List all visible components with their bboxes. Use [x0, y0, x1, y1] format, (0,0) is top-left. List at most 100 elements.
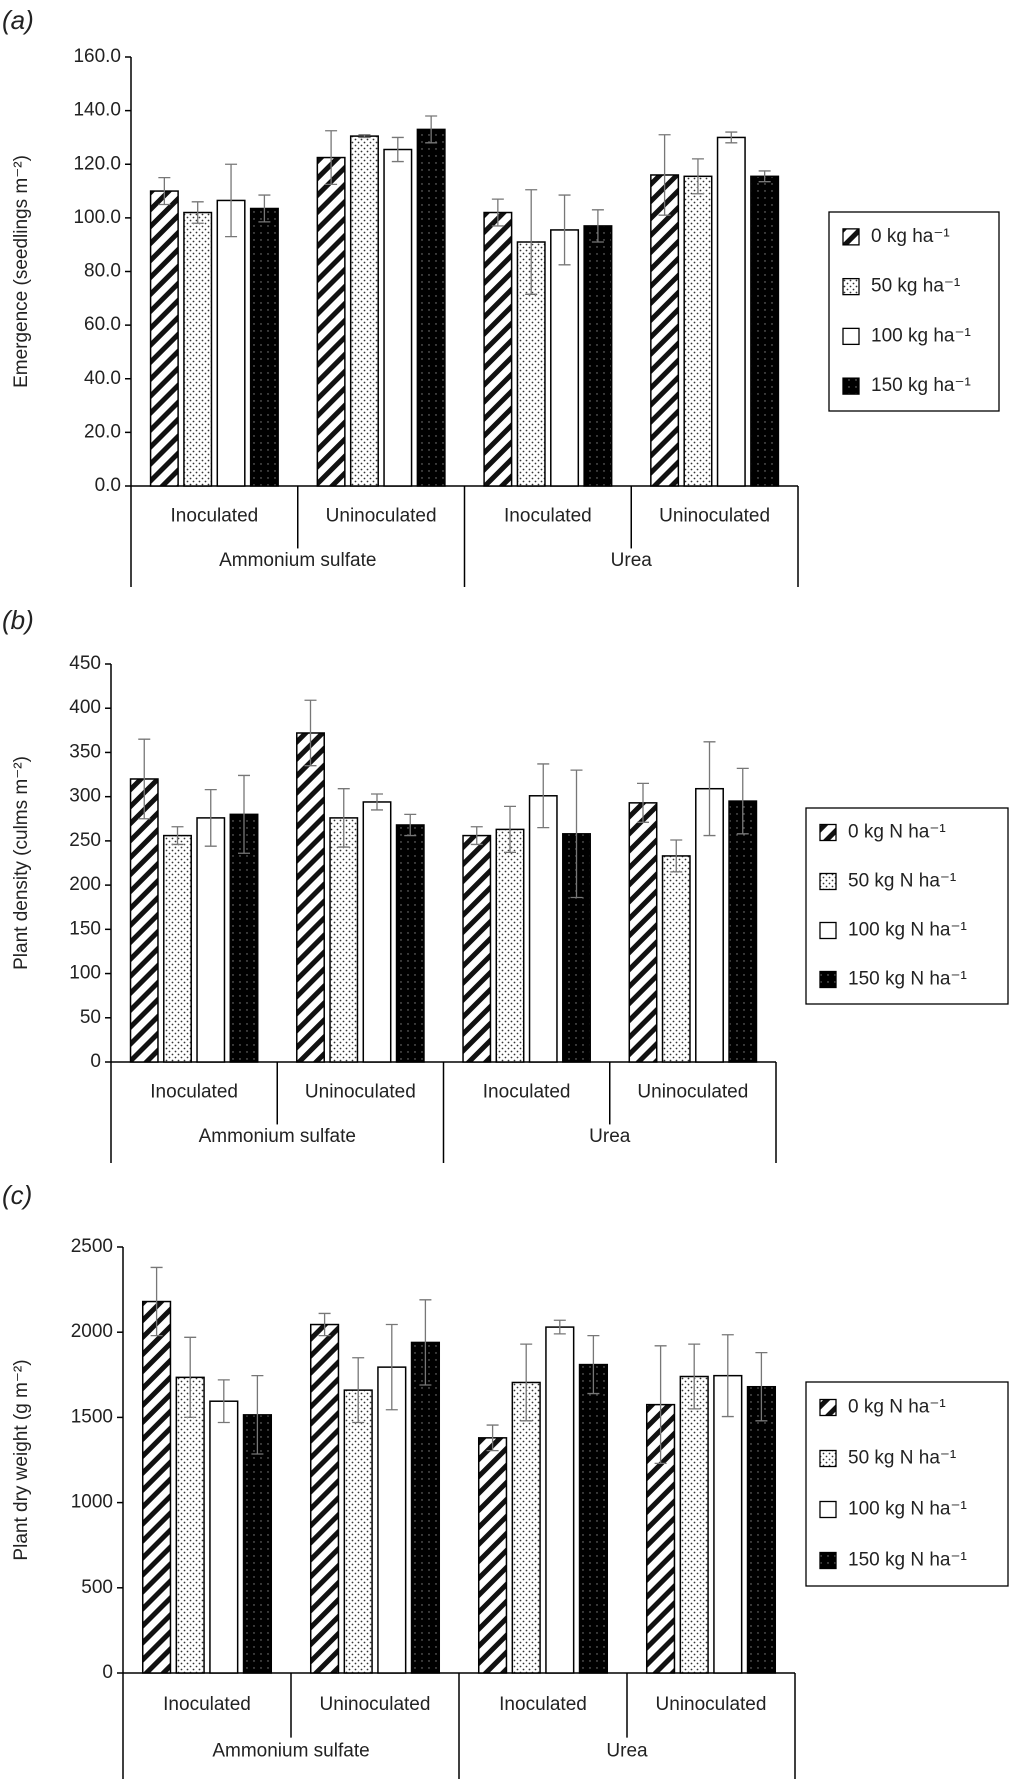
bar: [316, 156, 346, 487]
x-group-label: Urea: [589, 1126, 631, 1147]
x-category-label: Inoculated: [483, 1081, 571, 1102]
error-bar: [217, 1379, 230, 1424]
legend-label: 0 kg ha⁻¹: [871, 226, 950, 247]
bar: [483, 211, 513, 487]
y-axis-label: Emergence (seedlings m⁻²): [11, 155, 32, 388]
error-bar: [520, 1343, 533, 1422]
y-tick-label: 160.0: [73, 46, 121, 67]
error-bar: [337, 788, 350, 848]
x-group-label: Ammonium sulfate: [212, 1740, 369, 1761]
y-tick-label: 100: [69, 963, 101, 984]
error-bar: [184, 1336, 197, 1419]
error-bar: [721, 1334, 734, 1418]
legend-label: 50 kg ha⁻¹: [871, 276, 960, 297]
bar: [528, 795, 558, 1063]
bar: [216, 199, 246, 487]
legend-label: 100 kg ha⁻¹: [871, 325, 971, 346]
bar: [416, 128, 446, 487]
bar: [716, 136, 746, 487]
error-bar: [491, 198, 504, 227]
legend-label: 100 kg N ha⁻¹: [848, 1499, 967, 1520]
y-tick-label: 450: [69, 653, 101, 674]
y-tick-label: 20.0: [84, 421, 121, 442]
y-tick-label: 1000: [71, 1492, 113, 1513]
y-tick-label: 200: [69, 874, 101, 895]
error-bar: [404, 813, 417, 837]
error-bar: [570, 769, 583, 899]
x-category-label: Uninoculated: [659, 505, 770, 526]
bar: [495, 828, 525, 1063]
error-bar: [670, 839, 683, 873]
x-category-label: Inoculated: [150, 1081, 238, 1102]
bar: [410, 1341, 441, 1674]
bar: [343, 1389, 373, 1674]
error-bar: [371, 793, 383, 811]
bar: [183, 211, 213, 487]
panel-label: (a): [2, 5, 34, 35]
legend-label: 0 kg N ha⁻¹: [848, 1397, 946, 1418]
bar: [209, 1400, 239, 1674]
error-bar: [703, 741, 716, 837]
error-bar: [318, 1312, 331, 1337]
x-category-label: Inoculated: [499, 1694, 587, 1715]
error-bar: [204, 788, 217, 847]
error-bar: [688, 1343, 701, 1410]
bar: [628, 802, 658, 1063]
error-bar: [258, 194, 271, 223]
bar: [683, 175, 713, 487]
x-group-label: Ammonium sulfate: [199, 1126, 356, 1147]
bar: [163, 834, 192, 1063]
x-category-label: Inoculated: [163, 1694, 251, 1715]
y-tick-label: 40.0: [84, 368, 121, 389]
legend-swatch: [819, 1500, 837, 1519]
y-tick-label: 0: [90, 1051, 101, 1072]
bar: [650, 174, 680, 487]
error-bar: [358, 134, 371, 139]
legend-swatch: [819, 872, 837, 891]
bar: [175, 1376, 205, 1674]
error-bar: [385, 1323, 398, 1411]
bar: [713, 1374, 743, 1674]
y-axis-label: Plant dry weight (g m⁻²): [11, 1359, 32, 1560]
error-bar: [758, 170, 771, 183]
bar: [309, 1323, 340, 1674]
y-tick-label: 60.0: [84, 314, 121, 335]
bar: [149, 190, 179, 487]
legend-label: 100 kg N ha⁻¹: [848, 920, 967, 941]
error-bar: [587, 1334, 600, 1395]
y-tick-label: 80.0: [84, 261, 121, 282]
legend-swatch: [842, 228, 860, 246]
x-category-label: Uninoculated: [326, 505, 437, 526]
bar: [578, 1363, 609, 1674]
legend-swatch: [819, 1449, 837, 1468]
legend-swatch: [842, 377, 860, 395]
bar: [750, 175, 780, 487]
error-bar: [325, 130, 338, 186]
error-bar: [691, 158, 704, 195]
y-tick-label: 0: [102, 1662, 113, 1683]
x-group-label: Urea: [606, 1740, 648, 1761]
x-group-label: Urea: [611, 550, 653, 571]
y-tick-label: 0.0: [95, 475, 121, 496]
panel-label: (c): [2, 1180, 32, 1210]
legend-swatch: [819, 970, 837, 989]
legend-box: [805, 1381, 1009, 1587]
error-bar: [537, 763, 550, 829]
y-tick-label: 100.0: [73, 207, 121, 228]
bar: [141, 1300, 172, 1674]
bar: [129, 778, 159, 1063]
legend-label: 50 kg N ha⁻¹: [848, 1448, 956, 1469]
bar: [329, 817, 359, 1063]
bar: [377, 1366, 407, 1674]
y-axis-label: Plant density (culms m⁻²): [11, 756, 32, 970]
error-bar: [637, 782, 649, 823]
x-category-label: Uninoculated: [656, 1694, 767, 1715]
error-bar: [425, 115, 438, 144]
bar: [728, 800, 758, 1063]
error-bar: [486, 1424, 499, 1452]
y-tick-label: 2500: [71, 1236, 113, 1257]
legend-label: 150 kg N ha⁻¹: [848, 969, 967, 990]
bar: [462, 834, 492, 1063]
legend-label: 0 kg N ha⁻¹: [848, 822, 946, 843]
